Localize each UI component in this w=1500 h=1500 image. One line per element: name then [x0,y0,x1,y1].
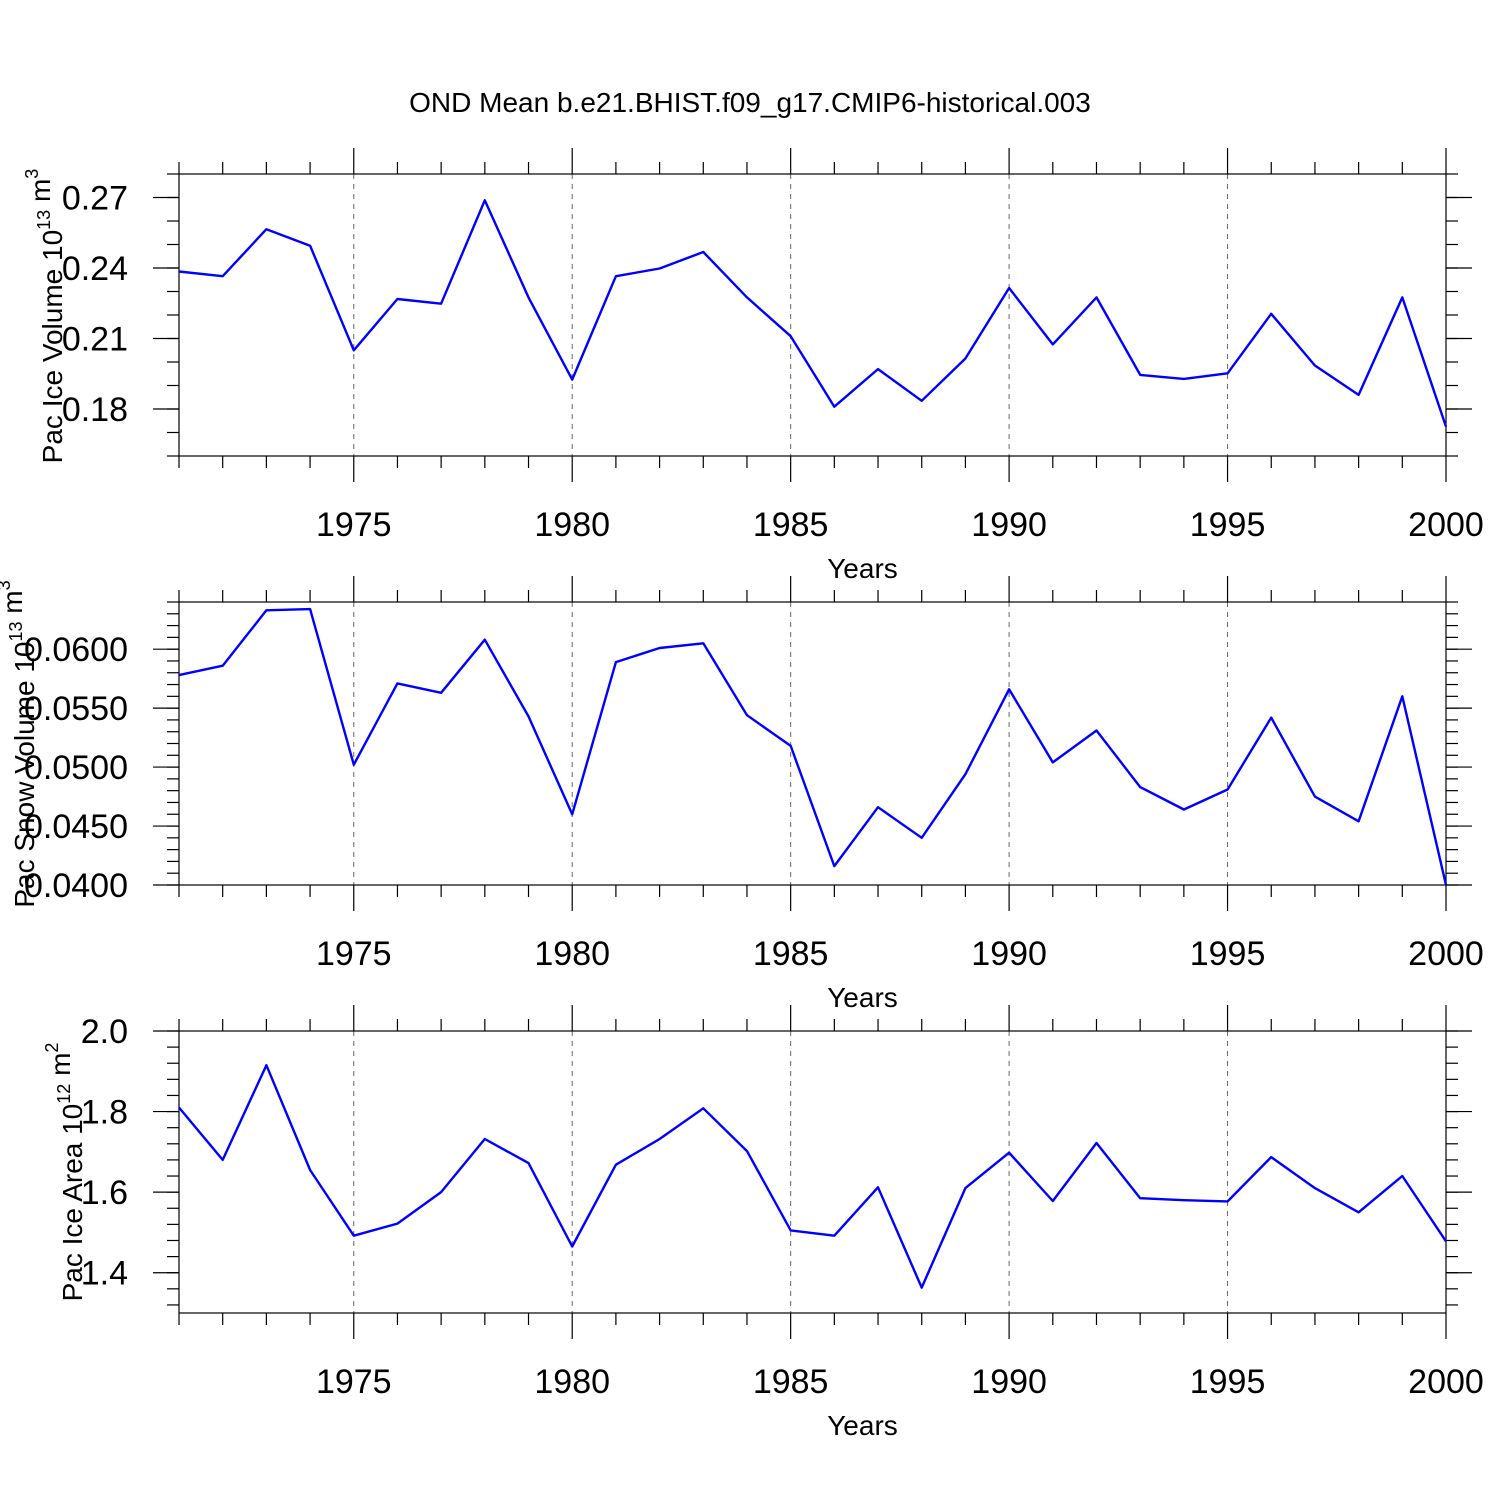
x-tick-label: 1985 [753,1363,829,1401]
x-tick-label: 1975 [316,935,392,973]
x-tick-label: 1975 [316,506,392,544]
x-axis-label: Years [827,1410,898,1441]
y-label-superscript: 13 [6,621,26,641]
plot-frame [178,173,1447,457]
plot-frame [178,1030,1447,1314]
y-label-text: Pac Ice Volume 10 [37,230,68,463]
x-tick-label: 1980 [534,935,610,973]
y-axis-label: Pac Ice Area 1012 m2 [42,1043,88,1302]
y-tick-label: 0.21 [62,321,128,359]
y-tick-label: 0.0550 [24,690,128,728]
x-axis-label: Years [827,982,898,1013]
panel-1: 1975 1980 1985 1990 1995 2000 0.18 0.21 0.24 0.27… [22,148,1484,584]
x-tick-label: 1995 [1190,1363,1266,1401]
x-tick-label: 1995 [1190,506,1266,544]
x-tick-label: 1990 [971,935,1047,973]
y-label-text: m [0,590,28,621]
y-label-text: m [25,179,56,210]
x-tick-label: 1990 [971,1363,1047,1401]
y-tick-label: 0.0500 [24,749,128,787]
x-tick-label: 1995 [1190,935,1266,973]
panel-2: 1975 1980 1985 1990 1995 2000 0.0400 0.0450 0.05… [0,576,1484,1013]
x-tick-label: 1980 [534,1363,610,1401]
y-label-superscript: 12 [54,1084,74,1104]
y-label-superscript: 2 [42,1043,62,1053]
y-tick-label: 1.6 [81,1174,128,1212]
x-tick-label: 2000 [1408,1363,1484,1401]
x-tick-label: 1980 [534,506,610,544]
series-line [178,199,1448,427]
chart-title: OND Mean b.e21.BHIST.f09_g17.CMIP6-histo… [409,87,1091,118]
y-tick-label: 1.8 [81,1094,128,1132]
chart-panels: 1975 1980 1985 1990 1995 2000 0.18 0.21 0.24 0.27… [0,148,1484,1441]
y-label-superscript: 13 [34,210,54,230]
series-line [178,1063,1447,1289]
y-tick-label: 2.0 [81,1013,128,1051]
x-tick-label: 2000 [1408,506,1484,544]
y-label-text: Pac Snow Volume 10 [9,641,40,907]
y-tick-label: 1.4 [81,1255,128,1293]
y-label-text: Pac Ice Area 10 [57,1104,88,1302]
y-label-text: m [45,1053,76,1084]
x-tick-label: 2000 [1408,935,1484,973]
x-axis-label: Years [827,553,898,584]
series-line [178,607,1448,886]
x-tick-label: 1985 [753,935,829,973]
y-tick-label: 0.27 [62,180,128,218]
panel-3: 1975 1980 1985 1990 1995 2000 1.4 1.6 1.8 2.0 Year… [42,1005,1484,1441]
x-tick-label: 1975 [316,1363,392,1401]
y-label-superscript: 3 [0,580,14,590]
y-tick-label: 0.0400 [24,867,128,905]
y-axis-label: Pac Ice Volume 1013 m3 [22,169,68,464]
x-tick-label: 1990 [971,506,1047,544]
y-axis-label: Pac Snow Volume 1013 m3 [0,580,40,907]
x-tick-label: 1985 [753,506,829,544]
y-tick-label: 0.0450 [24,808,128,846]
y-tick-label: 0.0600 [24,631,128,669]
y-tick-label: 0.24 [62,250,128,288]
y-tick-label: 0.18 [62,391,128,429]
y-label-superscript: 3 [22,169,42,179]
